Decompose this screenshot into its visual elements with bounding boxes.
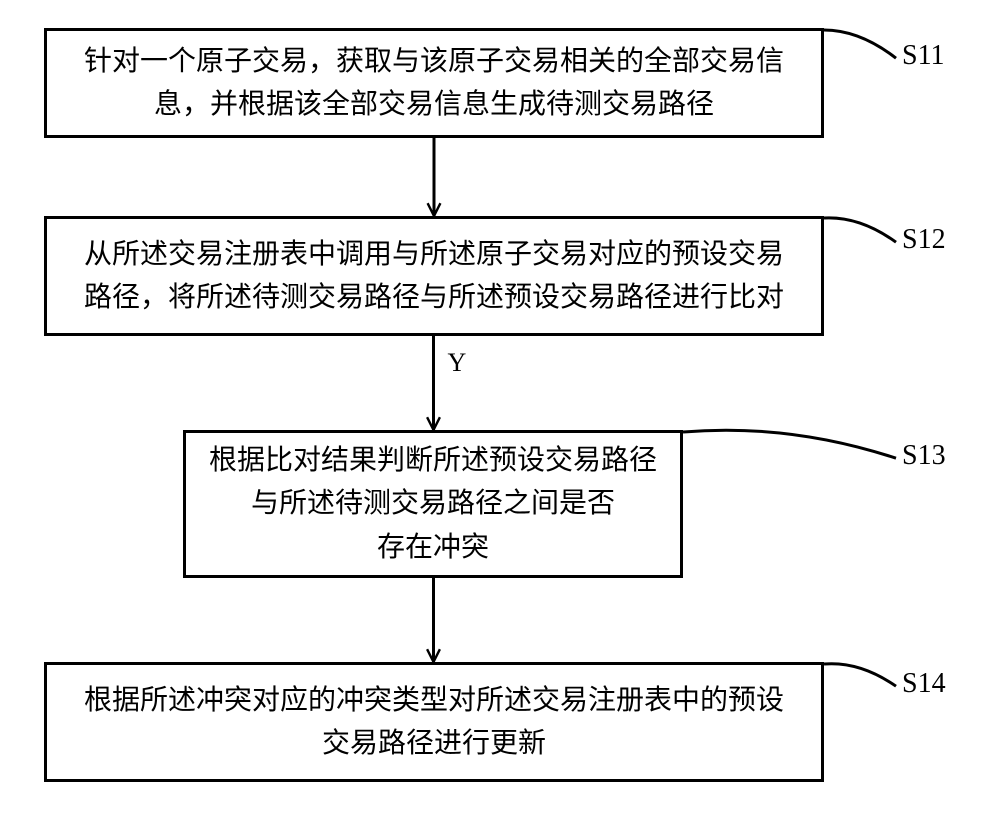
- step-label-s13: S13: [902, 440, 946, 472]
- step-s12: 从所述交易注册表中调用与所述原子交易对应的预设交易 路径，将所述待测交易路径与所…: [44, 216, 824, 336]
- step-label-s12: S12: [902, 224, 946, 256]
- step-s14-text: 根据所述冲突对应的冲突类型对所述交易注册表中的预设 交易路径进行更新: [47, 679, 821, 766]
- step-label-s11: S11: [902, 40, 945, 72]
- flowchart-canvas: 针对一个原子交易，获取与该原子交易相关的全部交易信 息，并根据该全部交易信息生成…: [0, 0, 1000, 826]
- step-s11: 针对一个原子交易，获取与该原子交易相关的全部交易信 息，并根据该全部交易信息生成…: [44, 28, 824, 138]
- step-s11-text: 针对一个原子交易，获取与该原子交易相关的全部交易信 息，并根据该全部交易信息生成…: [47, 40, 821, 127]
- step-s13-text: 根据比对结果判断所述预设交易路径 与所述待测交易路径之间是否 存在冲突: [186, 439, 680, 569]
- edge-label-y: Y: [448, 348, 467, 378]
- step-s12-text: 从所述交易注册表中调用与所述原子交易对应的预设交易 路径，将所述待测交易路径与所…: [47, 233, 821, 320]
- step-label-s14: S14: [902, 668, 946, 700]
- step-s14: 根据所述冲突对应的冲突类型对所述交易注册表中的预设 交易路径进行更新: [44, 662, 824, 782]
- step-s13: 根据比对结果判断所述预设交易路径 与所述待测交易路径之间是否 存在冲突: [183, 430, 683, 578]
